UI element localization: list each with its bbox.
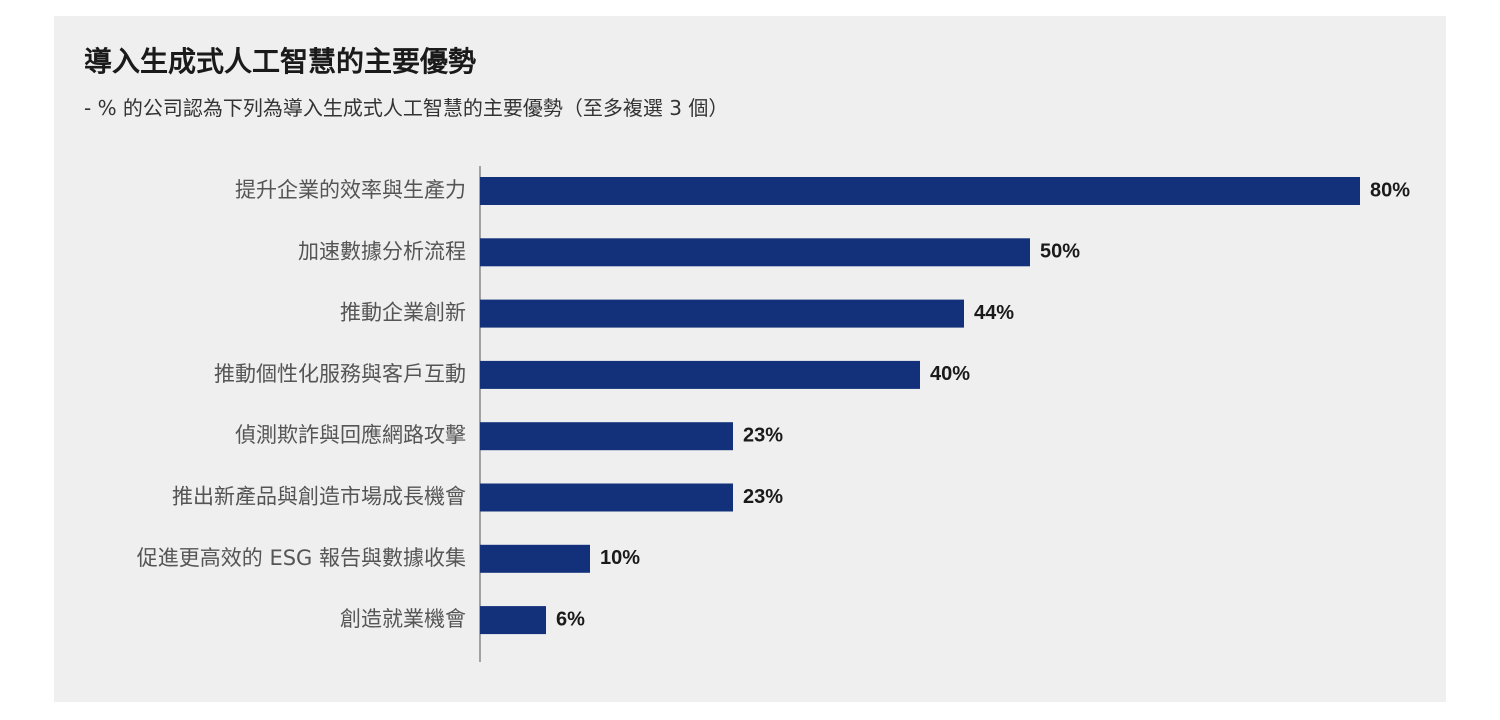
category-label: 提升企業的效率與生產力 xyxy=(235,178,466,202)
bar xyxy=(480,360,920,389)
bar xyxy=(480,544,590,573)
value-label: 44% xyxy=(974,302,1014,324)
chart-title: 導入生成式人工智慧的主要優勢 xyxy=(84,45,477,78)
bar xyxy=(480,483,733,512)
chart-panel: 導入生成式人工智慧的主要優勢 - % 的公司認為下列為導入生成式人工智慧的主要優… xyxy=(54,16,1446,702)
bar xyxy=(480,606,546,635)
value-label: 80% xyxy=(1370,179,1410,201)
category-label: 推動企業創新 xyxy=(340,301,466,325)
category-label: 創造就業機會 xyxy=(340,607,466,631)
category-label: 推動個性化服務與客戶互動 xyxy=(214,362,466,386)
category-label: 推出新產品與創造市場成長機會 xyxy=(172,485,466,509)
value-label: 6% xyxy=(556,608,585,630)
value-label: 23% xyxy=(743,424,783,446)
bar xyxy=(480,177,1360,205)
bar xyxy=(480,299,964,328)
category-label: 偵測欺詐與回應網路攻擊 xyxy=(235,423,466,447)
category-label: 促進更高效的 ESG 報告與數據收集 xyxy=(137,546,466,570)
category-label: 加速數據分析流程 xyxy=(298,239,466,263)
bars-group: 提升企業的效率與生產力 80% 加速數據分析流程 50% 推動企業創新 44% 推動個性化服… xyxy=(137,177,1410,635)
value-label: 40% xyxy=(930,363,970,385)
bar xyxy=(480,238,1030,267)
value-label: 23% xyxy=(743,486,783,508)
bar-chart: 提升企業的效率與生產力 80% 加速數據分析流程 50% 推動企業創新 44% 推動個性化服… xyxy=(137,166,1410,662)
value-label: 50% xyxy=(1040,241,1080,263)
bar xyxy=(480,422,733,451)
value-label: 10% xyxy=(600,547,640,569)
chart-subtitle: - % 的公司認為下列為導入生成式人工智慧的主要優勢（至多複選 3 個） xyxy=(84,96,729,120)
